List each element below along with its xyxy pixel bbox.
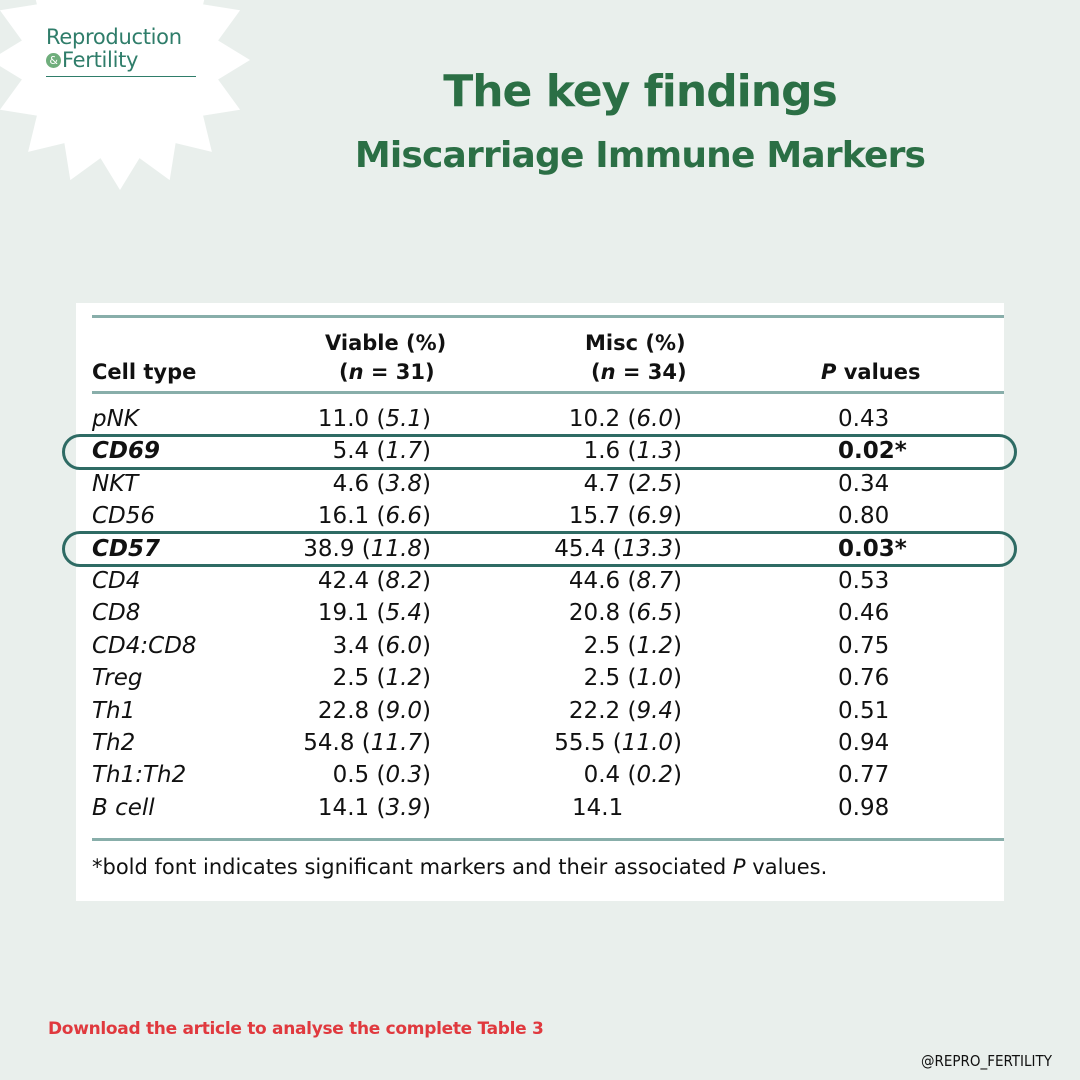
table-row: CD4:CD8 3.4 (6.0) 2.5 (1.2) 0.75 bbox=[76, 630, 1004, 662]
p-value: 0.46 bbox=[838, 600, 890, 627]
misc-value: 22.2 (9.4) bbox=[568, 697, 682, 724]
misc-value: 2.5 (1.0) bbox=[583, 665, 682, 692]
download-call-to-action: Download the article to analyse the comp… bbox=[48, 1019, 544, 1039]
header-p-values: P values bbox=[821, 360, 921, 384]
viable-value: 0.5 (0.3) bbox=[332, 762, 431, 789]
header-viable-n: (n = 31) bbox=[339, 360, 435, 384]
misc-value: 4.7 (2.5) bbox=[583, 470, 682, 497]
table-row: CD4 42.4 (8.2) 44.6 (8.7) 0.53 bbox=[76, 565, 1004, 597]
page-title: The key findings bbox=[443, 66, 838, 117]
misc-value: 2.5 (1.2) bbox=[583, 632, 682, 659]
viable-value: 16.1 (6.6) bbox=[317, 503, 431, 530]
cell-type: CD8 bbox=[92, 600, 141, 627]
viable-value: 5.4 (1.7) bbox=[332, 438, 431, 465]
header-viable: Viable (%) bbox=[325, 331, 447, 355]
misc-value: 1.6 (1.3) bbox=[583, 438, 682, 465]
logo-line-1: Reproduction bbox=[46, 25, 182, 49]
table-top-rule bbox=[92, 315, 1004, 318]
misc-value: 0.4 (0.2) bbox=[583, 762, 682, 789]
header-rule bbox=[92, 391, 1004, 394]
misc-value: 55.5 (11.0) bbox=[554, 729, 682, 756]
table-row: CD8 19.1 (5.4) 20.8 (6.5) 0.46 bbox=[76, 597, 1004, 629]
social-handle: @REPRO_FERTILITY bbox=[920, 1052, 1052, 1070]
journal-logo: Reproduction & Fertility bbox=[46, 26, 198, 77]
cell-type: NKT bbox=[92, 470, 139, 497]
cell-type: CD4 bbox=[92, 567, 141, 594]
p-value: 0.76 bbox=[838, 665, 890, 692]
table-row: Th1 22.8 (9.0) 22.2 (9.4) 0.51 bbox=[76, 695, 1004, 727]
header-misc-n: (n = 34) bbox=[591, 360, 687, 384]
cell-type: Treg bbox=[92, 665, 143, 692]
viable-value: 3.4 (6.0) bbox=[332, 632, 431, 659]
table-row: B cell 14.1 (3.9) 14.1 0.98 bbox=[76, 792, 1004, 824]
viable-value: 2.5 (1.2) bbox=[332, 665, 431, 692]
p-value: 0.77 bbox=[838, 762, 890, 789]
misc-value: 20.8 (6.5) bbox=[568, 600, 682, 627]
table-footnote: *bold font indicates significant markers… bbox=[92, 855, 828, 879]
cell-type: B cell bbox=[92, 794, 155, 821]
table-row: Treg 2.5 (1.2) 2.5 (1.0) 0.76 bbox=[76, 662, 1004, 694]
cell-type: Th2 bbox=[92, 729, 136, 756]
highlight-cd57-row bbox=[62, 531, 1017, 567]
misc-value: 44.6 (8.7) bbox=[568, 567, 682, 594]
table-bottom-rule bbox=[92, 838, 1004, 841]
cell-type: CD69 bbox=[92, 438, 160, 465]
table-row: pNK 11.0 (5.1) 10.2 (6.0) 0.43 bbox=[76, 403, 1004, 435]
p-value: 0.53 bbox=[838, 567, 890, 594]
cell-type: CD4:CD8 bbox=[92, 632, 197, 659]
page-subtitle: Miscarriage Immune Markers bbox=[354, 135, 926, 176]
p-value: 0.51 bbox=[838, 697, 890, 724]
cell-type: Th1 bbox=[92, 697, 136, 724]
ampersand-icon: & bbox=[46, 53, 61, 68]
table-row: NKT 4.6 (3.8) 4.7 (2.5) 0.34 bbox=[76, 468, 1004, 500]
viable-value: 11.0 (5.1) bbox=[317, 406, 431, 432]
table-row: CD69 5.4 (1.7) 1.6 (1.3) 0.02* bbox=[76, 435, 1004, 467]
p-value: 0.80 bbox=[838, 503, 890, 530]
table-body: pNK 11.0 (5.1) 10.2 (6.0) 0.43 CD69 5.4 (1.7)… bbox=[76, 403, 1004, 824]
header-cell-type: Cell type bbox=[92, 360, 197, 384]
starburst-decoration bbox=[0, 0, 250, 190]
p-value: 0.43 bbox=[838, 406, 890, 432]
p-value: 0.03* bbox=[838, 535, 907, 562]
viable-value: 22.8 (9.0) bbox=[317, 697, 431, 724]
viable-value: 38.9 (11.8) bbox=[303, 535, 431, 562]
p-value: 0.34 bbox=[838, 470, 890, 497]
p-value: 0.98 bbox=[838, 794, 890, 821]
viable-value: 14.1 (3.9) bbox=[317, 794, 431, 821]
header-misc: Misc (%) bbox=[585, 331, 686, 355]
cell-type: Th1:Th2 bbox=[92, 762, 187, 789]
table-row: Th2 54.8 (11.7) 55.5 (11.0) 0.94 bbox=[76, 727, 1004, 759]
misc-value: 45.4 (13.3) bbox=[554, 535, 682, 562]
viable-value: 54.8 (11.7) bbox=[303, 729, 431, 756]
cell-type: CD57 bbox=[92, 535, 160, 562]
table-row: CD56 16.1 (6.6) 15.7 (6.9) 0.80 bbox=[76, 500, 1004, 532]
misc-value: 15.7 (6.9) bbox=[568, 503, 682, 530]
highlight-cd69-row bbox=[62, 434, 1017, 470]
viable-value: 4.6 (3.8) bbox=[332, 470, 431, 497]
logo-line-2: Fertility bbox=[62, 48, 139, 72]
viable-value: 19.1 (5.4) bbox=[317, 600, 431, 627]
viable-value: 42.4 (8.2) bbox=[317, 567, 431, 594]
p-value: 0.02* bbox=[838, 438, 907, 465]
cell-type: pNK bbox=[92, 406, 139, 432]
logo-underline bbox=[46, 76, 196, 77]
results-table: Cell type Viable (%) (n = 31) Misc (%) (… bbox=[76, 303, 1004, 901]
misc-value: 10.2 (6.0) bbox=[568, 406, 682, 432]
table-row: Th1:Th2 0.5 (0.3) 0.4 (0.2) 0.77 bbox=[76, 759, 1004, 791]
table-row: CD57 38.9 (11.8) 45.4 (13.3) 0.03* bbox=[76, 533, 1004, 565]
p-value: 0.75 bbox=[838, 632, 890, 659]
misc-value: 14.1 bbox=[572, 794, 624, 821]
p-value: 0.94 bbox=[838, 729, 890, 756]
cell-type: CD56 bbox=[92, 503, 156, 530]
